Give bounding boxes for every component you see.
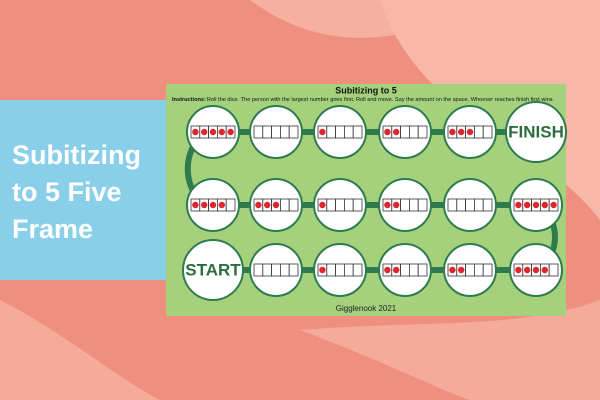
counter-dot (227, 128, 234, 136)
five-frame-cell (279, 125, 290, 139)
five-frame-cell (343, 198, 354, 212)
space-label: START (185, 260, 241, 279)
counter-dot (192, 201, 199, 209)
counter-dot (458, 128, 465, 136)
counter-dot (458, 266, 465, 274)
counter-dot (209, 201, 217, 209)
counter-dot (192, 128, 199, 136)
counter-dot (466, 128, 474, 136)
counter-dot (218, 201, 225, 209)
five-frame-cell (465, 263, 475, 277)
counter-dot (515, 266, 522, 274)
five-frame-cell (417, 125, 428, 139)
five-frame-cell (400, 125, 410, 139)
five-frame-cell (482, 263, 493, 277)
counter-dot (524, 201, 531, 209)
five-frame-cell (456, 198, 466, 212)
five-frame-cell (326, 263, 336, 277)
five-frame-cell (288, 125, 299, 139)
counter-dot (255, 201, 262, 209)
counter-dot (384, 266, 391, 274)
counter-dot (532, 201, 540, 209)
credit: Gigglenook 2021 (336, 304, 397, 313)
five-frame-cell (343, 263, 354, 277)
counter-dot (319, 128, 326, 136)
five-frame-cell (408, 263, 419, 277)
counter-dot (201, 128, 208, 136)
five-frame-cell (417, 263, 428, 277)
title-panel (0, 100, 168, 280)
five-frame-cell (408, 125, 419, 139)
counter-dot (449, 266, 456, 274)
board-space (182, 239, 244, 301)
five-frame-cell (253, 125, 264, 139)
counter-dot (393, 128, 400, 136)
counter-dot (218, 128, 225, 136)
instructions-label: Instructions: (172, 97, 206, 103)
five-frame-cell (473, 198, 484, 212)
five-frame-cell (352, 198, 363, 212)
five-frame-cell (465, 198, 475, 212)
counter-dot (209, 128, 217, 136)
five-frame-cell (271, 263, 281, 277)
instructions: Instructions:Roll the dice. The person w… (172, 97, 555, 103)
five-frame-cell (288, 198, 299, 212)
five-frame-cell (288, 263, 299, 277)
five-frame-cell (279, 263, 290, 277)
five-frame-cell (548, 263, 559, 277)
counter-dot (272, 201, 280, 209)
spaces: FINISH START (182, 101, 567, 301)
five-frame-cell (400, 263, 410, 277)
board-title: Subitizing to 5 (335, 85, 397, 95)
counter-dot (541, 201, 548, 209)
five-frame-cell (335, 263, 345, 277)
wave (0, 300, 160, 400)
five-frame-cell (335, 198, 345, 212)
counter-dot (393, 201, 400, 209)
five-frame-cell (262, 263, 272, 277)
five-frame-cell (326, 125, 336, 139)
five-frame-cell (225, 198, 236, 212)
banner-line: to 5 Five (12, 177, 122, 207)
five-frame-cell (417, 198, 428, 212)
five-frame-cell (352, 125, 363, 139)
counter-dot (550, 201, 557, 209)
five-frame-cell (482, 198, 493, 212)
five-frame-cell (343, 125, 354, 139)
five-frame-cell (473, 125, 484, 139)
five-frame-cell (400, 198, 410, 212)
counter-dot (532, 266, 540, 274)
counter-dot (319, 201, 326, 209)
counter-dot (515, 201, 522, 209)
board-space (505, 101, 567, 163)
counter-dot (449, 128, 456, 136)
counter-dot (201, 201, 208, 209)
five-frame-cell (326, 198, 336, 212)
space-label: FINISH (508, 122, 564, 141)
five-frame-cell (473, 263, 484, 277)
counter-dot (384, 201, 391, 209)
five-frame-cell (253, 263, 264, 277)
counter-dot (524, 266, 531, 274)
banner-line: Frame (12, 214, 93, 244)
five-frame-cell (335, 125, 345, 139)
five-frame-cell (279, 198, 290, 212)
counter-dot (384, 128, 391, 136)
five-frame-cell (352, 263, 363, 277)
counter-dot (541, 266, 548, 274)
banner-line: Subitizing (12, 140, 141, 170)
instructions-text: Roll the dice. The person with the large… (207, 97, 555, 103)
five-frame-cell (482, 125, 493, 139)
five-frame-cell (408, 198, 419, 212)
counter-dot (264, 201, 271, 209)
five-frame-cell (447, 198, 458, 212)
five-frame-cell (262, 125, 272, 139)
counter-dot (393, 266, 400, 274)
counter-dot (319, 266, 326, 274)
five-frame-cell (271, 125, 281, 139)
wave (300, 300, 600, 400)
